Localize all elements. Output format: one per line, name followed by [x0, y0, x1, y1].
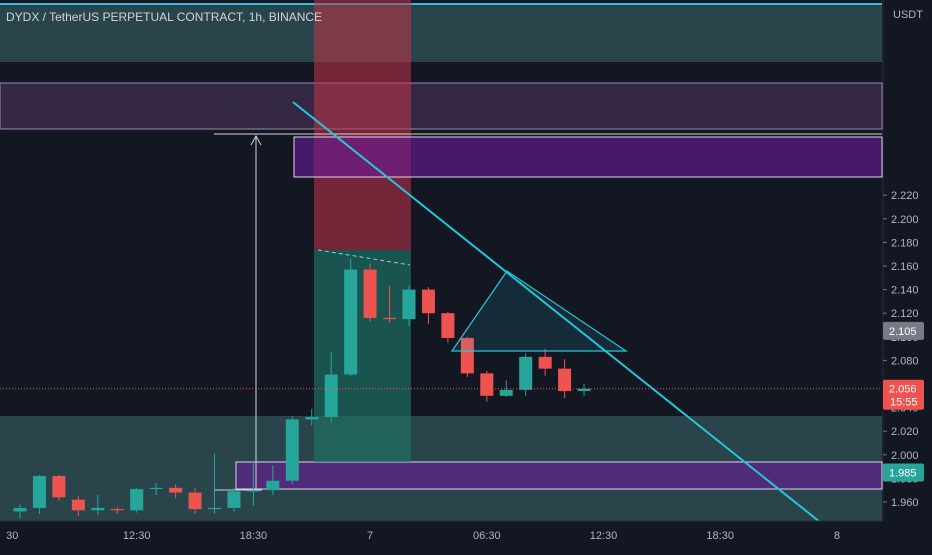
x-tick-label: 18:30 [240, 530, 268, 542]
candle-up[interactable] [208, 507, 221, 510]
candle-up[interactable] [285, 419, 299, 481]
candle-up[interactable] [130, 489, 144, 511]
candle-down[interactable] [363, 269, 377, 318]
last-price-label: 2.056 [889, 384, 917, 396]
candle-up[interactable] [305, 417, 319, 420]
candle-down[interactable] [71, 499, 85, 511]
x-axis[interactable]: 30 12:30 18:30 7 06:30 12:30 18:30 8 [0, 520, 932, 550]
candle-up[interactable] [13, 507, 27, 512]
price-label-box [883, 321, 924, 340]
y-tick-label: 2.140 [891, 285, 919, 297]
x-axis-background [0, 521, 932, 550]
y-axis[interactable]: 2.2202.2002.1802.1602.1402.1202.1002.080… [882, 0, 932, 550]
x-tick-label: 12:30 [123, 530, 151, 542]
candle-up[interactable] [246, 490, 260, 492]
zones-layer [0, 0, 883, 522]
y-axis-background [883, 0, 932, 550]
resistance-zone-top [0, 4, 882, 62]
resistance-zone-purple [0, 82, 883, 130]
y-tick-label: 2.180 [891, 237, 919, 249]
candle-down[interactable] [383, 317, 397, 320]
candle-up[interactable] [266, 480, 280, 491]
x-tick-label: 30 [6, 530, 18, 542]
watermark: © 2021.10.25 07:18 [208, 106, 296, 117]
price-label: 2.105 [889, 326, 917, 338]
candle-up[interactable] [324, 374, 338, 418]
position-stop-zone [314, 0, 411, 250]
overlays-layer [0, 101, 882, 531]
y-tick-label: 2.160 [891, 261, 919, 273]
position-entry-line [317, 249, 411, 266]
x-tick-label: 8 [834, 530, 840, 542]
candle-down[interactable] [169, 487, 183, 493]
descending-trendline [292, 101, 831, 531]
candle-up[interactable] [499, 389, 513, 396]
y-tick-label: 2.000 [891, 450, 919, 462]
candle-up[interactable] [344, 269, 358, 375]
price-label-box [883, 463, 924, 482]
x-tick-label: 06:30 [473, 530, 501, 542]
candle-down[interactable] [558, 368, 572, 392]
x-tick-label: 18:30 [706, 530, 734, 542]
price-label: 1.985 [889, 468, 917, 480]
candle-up[interactable] [402, 289, 416, 320]
candle-up[interactable] [149, 487, 163, 490]
candle-up[interactable] [227, 491, 241, 508]
x-tick-label: 7 [367, 530, 373, 542]
candle-up[interactable] [32, 476, 46, 508]
currency-label: USDT [893, 9, 923, 21]
y-tick-label: 1.960 [891, 497, 919, 509]
position-target-zone [314, 250, 411, 462]
candle-down[interactable] [480, 373, 494, 396]
candle-up[interactable] [577, 388, 591, 392]
candle-up[interactable] [91, 507, 105, 511]
candle-down[interactable] [188, 492, 202, 510]
candle-down[interactable] [52, 476, 66, 498]
y-tick-label: 2.020 [891, 426, 919, 438]
candle-down[interactable] [421, 289, 435, 314]
candle-up[interactable] [519, 356, 533, 390]
x-tick-label: 12:30 [590, 530, 618, 542]
y-tick-label: 2.080 [891, 355, 919, 367]
candle-down[interactable] [110, 509, 124, 511]
measure-arrowhead [250, 134, 262, 146]
support-zone-purple [235, 461, 883, 490]
chart-title: DYDX / TetherUS PERPETUAL CONTRACT, 1h, … [6, 10, 322, 24]
y-tick-label: 2.200 [891, 214, 919, 226]
triangle-pattern [450, 270, 628, 352]
candle-down[interactable] [441, 313, 455, 338]
countdown-label: 15:55 [890, 397, 918, 409]
candle-down[interactable] [538, 356, 552, 369]
y-tick-label: 2.120 [891, 308, 919, 320]
last-price-box [883, 379, 924, 410]
supply-zone-box [293, 136, 883, 178]
y-tick-label: 2.220 [891, 190, 919, 202]
drawings-layer [214, 133, 882, 491]
candle-down[interactable] [460, 337, 474, 374]
candles-layer [13, 258, 591, 519]
